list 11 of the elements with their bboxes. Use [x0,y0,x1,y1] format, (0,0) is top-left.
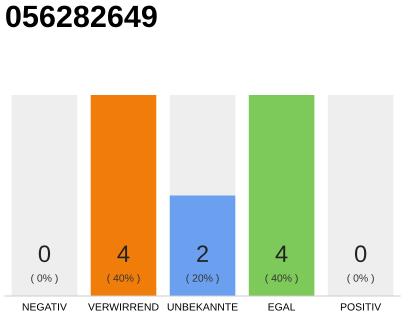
annotation: 0 ( 0% ) [347,245,374,284]
data-label: 2 ( 20% ) [186,245,219,284]
chart-title: 056282649 [6,6,157,28]
x-tick-label: NEGATIV [22,303,67,311]
x-tick-label: EGAL [268,303,296,311]
data-label: 4 ( 40% ) [265,246,298,284]
data-label: 4 ( 40% ) [107,246,140,284]
x-tick-label: UNBEKANNTE [168,303,238,311]
x-tick-label: POSITIV [340,303,382,311]
x-tick-label: VERWIRREND [88,303,158,310]
annotation: 0 ( 0% ) [31,245,58,284]
